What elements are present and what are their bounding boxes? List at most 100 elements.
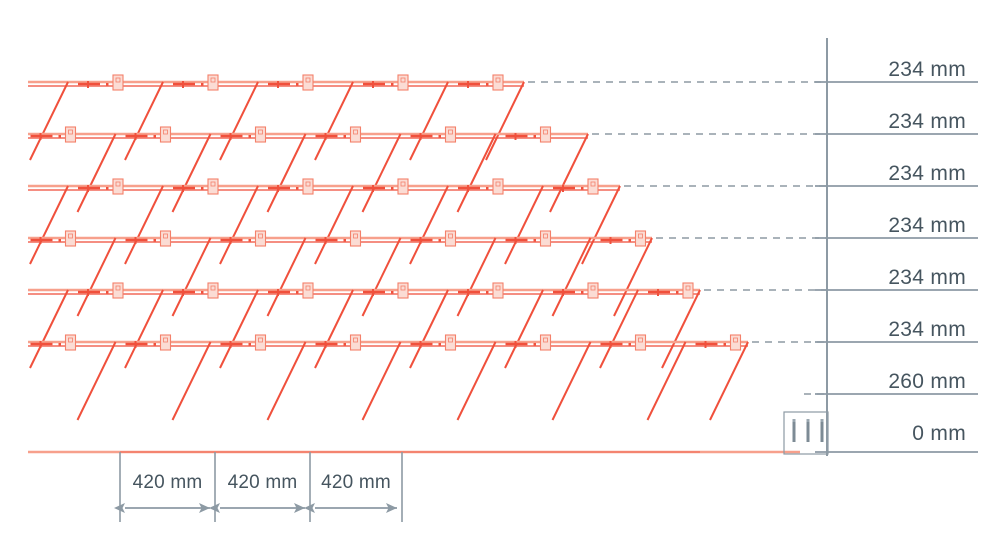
fastener-clip (363, 178, 409, 195)
tile-step-edge (613, 237, 653, 317)
clip-body (587, 178, 599, 195)
tile-edge (171, 133, 212, 213)
clip-body (397, 74, 409, 91)
vertical-dimension-label: 0 mm (912, 422, 966, 445)
detail-tick-head (806, 419, 810, 422)
tile-edge (409, 289, 449, 369)
nail-dot (58, 135, 61, 138)
fastener-clip (173, 282, 219, 299)
nail-dot (438, 239, 441, 242)
fastener-clip (268, 282, 314, 299)
clip-body (539, 126, 552, 143)
nail-dot (438, 135, 441, 138)
clip-hole (448, 129, 453, 135)
clip-hole (258, 233, 263, 239)
clip-body (397, 178, 409, 195)
clip-hole (400, 285, 406, 291)
nail-dot (153, 135, 156, 138)
fastener-clip (125, 230, 172, 247)
fastener-clip (78, 178, 124, 195)
clip-hole (210, 77, 216, 83)
clip-hole (115, 77, 121, 83)
detail-tick-head (792, 419, 796, 422)
tile-edge (266, 341, 307, 421)
clip-body (444, 126, 457, 143)
tile-edge (76, 341, 117, 421)
clip-hole (495, 181, 501, 187)
clip-hole (448, 233, 453, 239)
clip-hole (638, 337, 643, 343)
vertical-dimension-label: 234 mm (888, 162, 966, 185)
fastener-clip (173, 178, 219, 195)
clip-hole (543, 233, 548, 239)
detail-inset-box (783, 411, 829, 455)
fastener-clip (315, 126, 362, 143)
nail-dot (486, 291, 489, 294)
fastener-clip (410, 334, 457, 351)
clip-hole (543, 129, 548, 135)
clip-body (492, 74, 504, 91)
fastener-clip (220, 126, 267, 143)
clip-body (207, 74, 219, 91)
fastener-clip (553, 282, 599, 299)
tile-edge (76, 237, 117, 317)
clip-body (64, 334, 77, 351)
clip-body (587, 282, 599, 299)
tile-edge (456, 341, 497, 421)
nail-dot (438, 343, 441, 346)
nail-dot (391, 83, 394, 86)
clip-body (159, 230, 172, 247)
tile-edge (409, 81, 449, 161)
clip-body (254, 334, 267, 351)
nail-dot (343, 135, 346, 138)
nail-dot (628, 239, 631, 242)
tile-edge (219, 185, 259, 265)
fastener-clip (30, 126, 77, 143)
clip-hole (590, 285, 596, 291)
nail-dot (201, 187, 204, 190)
fastener-clip (30, 334, 77, 351)
clip-body (634, 230, 647, 247)
fastener-clip (600, 334, 647, 351)
fastener-clip (458, 178, 504, 195)
clip-body (349, 230, 362, 247)
clip-body (539, 230, 552, 247)
nail-dot (343, 343, 346, 346)
tile-edge (266, 237, 307, 317)
nail-dot (248, 239, 251, 242)
vertical-dimension-label: 234 mm (888, 58, 966, 81)
clip-body (302, 178, 314, 195)
tile-edge (124, 289, 164, 369)
clip-body (254, 126, 267, 143)
nail-dot (486, 83, 489, 86)
tile-course (28, 334, 749, 421)
tile-course (28, 230, 653, 317)
clip-hole (400, 181, 406, 187)
tile-edge (504, 185, 544, 265)
fastener-clip (78, 282, 124, 299)
clip-body (159, 334, 172, 351)
fastener-clip (125, 334, 172, 351)
clip-body (397, 282, 409, 299)
clip-body (64, 126, 77, 143)
tile-edge (314, 81, 354, 161)
nail-dot (201, 291, 204, 294)
vertical-dimension-label: 234 mm (888, 266, 966, 289)
horizontal-dimension-label: 420 mm (321, 472, 391, 493)
nail-dot (581, 291, 584, 294)
clip-body (492, 282, 504, 299)
tile-edge (124, 81, 164, 161)
fastener-clip (315, 334, 362, 351)
nail-dot (676, 291, 679, 294)
tile-edge (171, 237, 212, 317)
nail-dot (106, 291, 109, 294)
tile-edge (504, 289, 544, 369)
tile-edge (76, 133, 117, 213)
tile-edge (409, 185, 449, 265)
clip-hole (495, 285, 501, 291)
fastener-clip (505, 334, 552, 351)
fastener-clip (410, 126, 457, 143)
tile-step-edge (485, 81, 525, 161)
